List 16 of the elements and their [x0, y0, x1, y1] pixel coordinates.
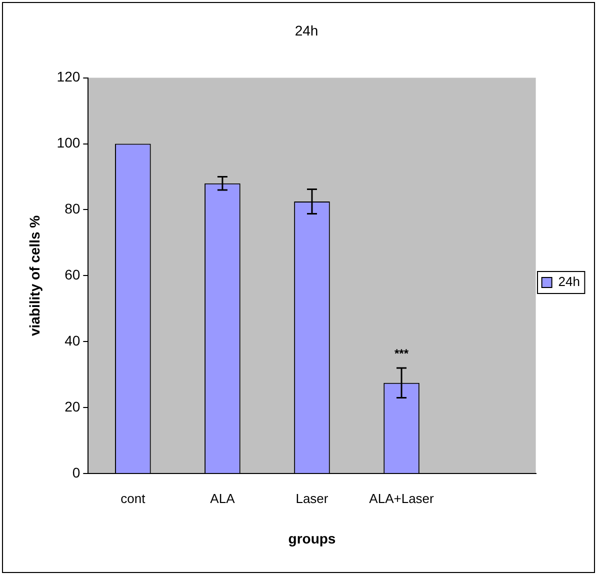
y-tick-label: 100 [56, 134, 80, 151]
y-tick-label: 40 [64, 332, 80, 349]
x-tick-label: cont [120, 490, 146, 506]
legend-label: 24h [558, 274, 580, 290]
x-axis-title: groups [288, 530, 336, 546]
x-tick-label: ALA [210, 490, 236, 506]
y-tick-label: 0 [72, 464, 80, 480]
x-tick-label: ALA+Laser [369, 490, 435, 506]
annotation: *** [394, 346, 409, 360]
y-tick-label: 120 [56, 68, 80, 85]
y-axis-title: viability of cells % [26, 214, 42, 336]
y-tick-label: 60 [64, 266, 80, 283]
y-tick-label: 20 [64, 398, 80, 414]
x-tick-label: Laser [296, 490, 329, 506]
chart-title: 24h [294, 22, 318, 38]
y-tick-label: 80 [64, 200, 80, 217]
